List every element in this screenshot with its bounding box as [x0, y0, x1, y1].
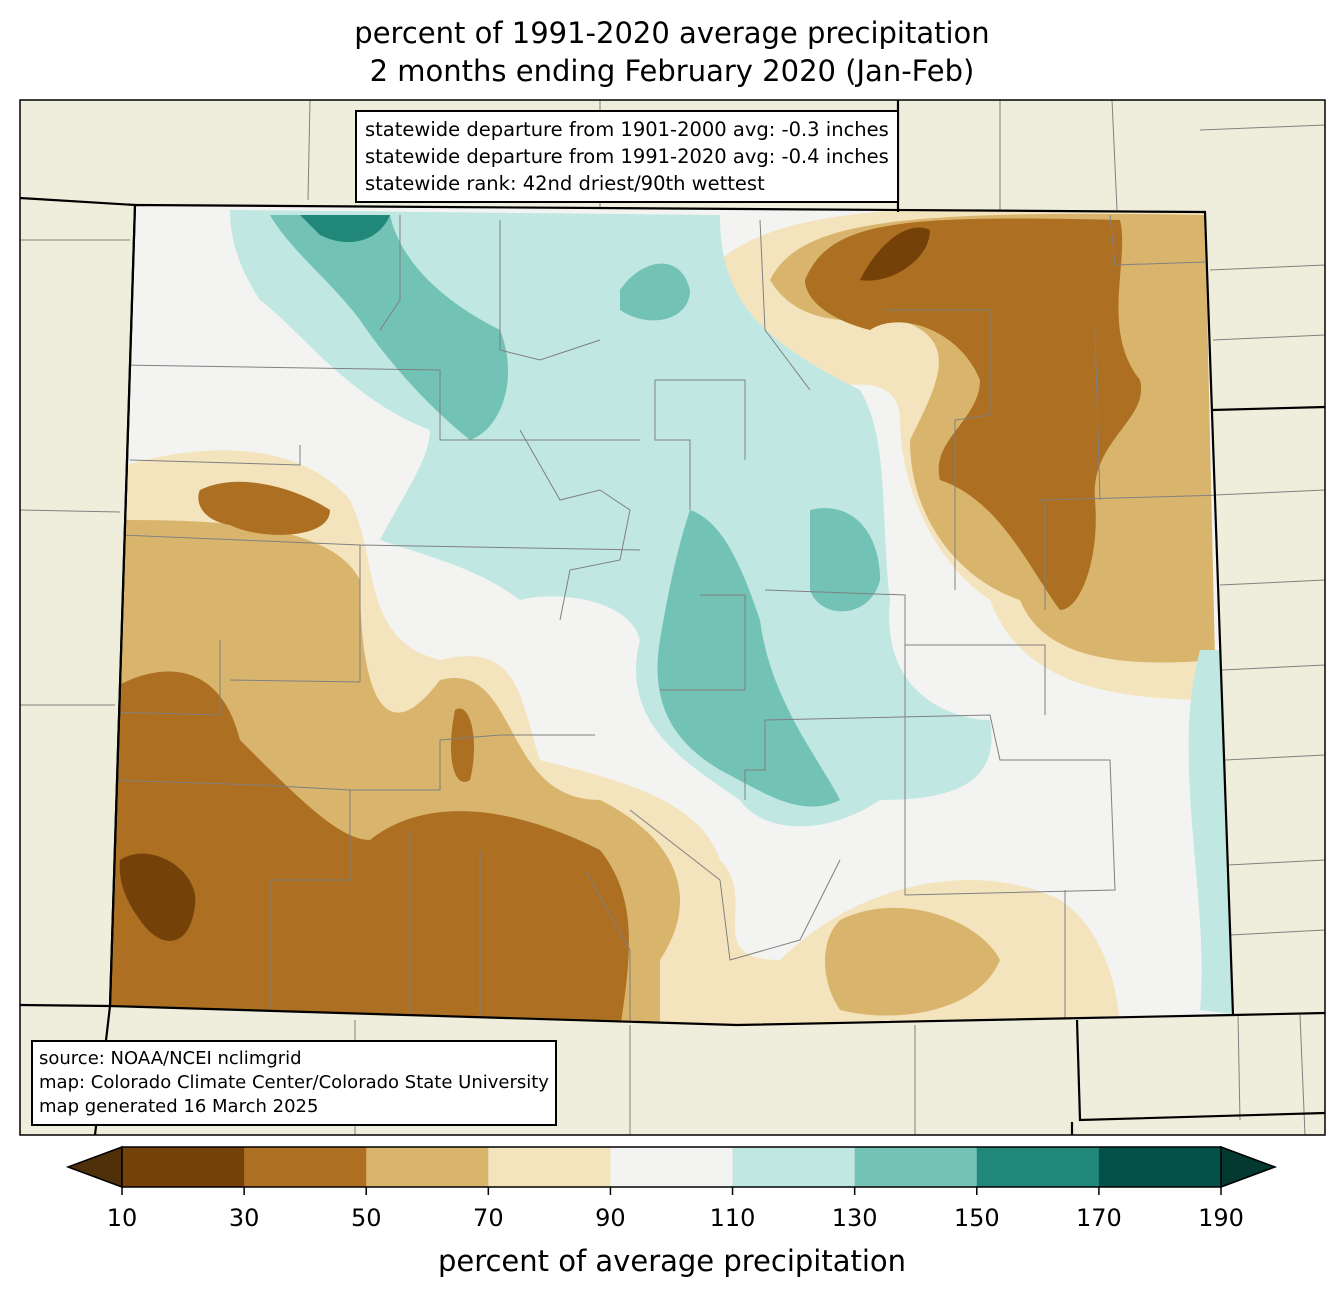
field-30-50-sw	[110, 671, 629, 1025]
field-30-50-ne	[805, 218, 1142, 610]
colorbar-bin	[976, 1147, 1100, 1187]
field-50-70-se	[825, 907, 1000, 1016]
source-box: source: NOAA/NCEI nclimgrid map: Colorad…	[31, 1040, 557, 1126]
colorbar-bin	[610, 1147, 734, 1187]
field-130-150-e	[810, 508, 880, 612]
colorbar-bin	[122, 1147, 245, 1187]
map-title: percent of 1991-2020 average precipitati…	[354, 16, 990, 50]
colorbar-tick-label: 170	[1075, 1204, 1122, 1232]
colorbar-bin	[1098, 1147, 1222, 1187]
colorbar-tick-label: 190	[1198, 1204, 1244, 1232]
colorbar-outline	[121, 1146, 1222, 1188]
statewide-stats-box: statewide departure from 1901-2000 avg: …	[355, 110, 899, 203]
field-10-30-ne	[860, 227, 930, 281]
colorbar-extend-high	[1220, 1145, 1278, 1189]
precip-field	[110, 205, 1233, 1025]
field-150-170	[300, 215, 390, 243]
colorbar-tick-label: 150	[953, 1204, 1000, 1232]
colorbar-bin	[488, 1147, 611, 1187]
field-30-50-w	[198, 481, 330, 535]
map-frame	[19, 99, 1326, 1136]
source-generated: map generated 16 March 2025	[39, 1096, 319, 1117]
stat-departure-1991-2020: statewide departure from 1991-2020 avg: …	[365, 145, 889, 168]
colorbar-bin	[854, 1147, 978, 1187]
colorbar-tick-label: 130	[831, 1204, 878, 1232]
colorbar	[65, 1145, 1278, 1195]
colorbar-tick-label: 110	[709, 1204, 756, 1232]
field-30-50-c	[450, 708, 475, 782]
field-130-150-nc	[620, 263, 690, 321]
colorbar-bin	[366, 1147, 489, 1187]
colorbar-tick-label: 50	[350, 1204, 382, 1232]
map-subtitle: 2 months ending February 2020 (Jan-Feb)	[369, 54, 975, 88]
source-data: source: NOAA/NCEI nclimgrid	[39, 1048, 302, 1069]
colorbar-bin	[732, 1147, 856, 1187]
colorbar-bin	[244, 1147, 367, 1187]
source-map: map: Colorado Climate Center/Colorado St…	[39, 1072, 549, 1093]
field-130-150-n	[270, 215, 509, 440]
colorbar-extend-low	[65, 1145, 123, 1189]
colorbar-tick-label: 10	[106, 1204, 138, 1232]
colorbar-label: percent of average precipitation	[437, 1244, 907, 1278]
stat-rank: statewide rank: 42nd driest/90th wettest	[365, 172, 765, 195]
colorbar-tick-label: 30	[228, 1204, 260, 1232]
county-lines	[110, 214, 1226, 1025]
stat-departure-1901-2000: statewide departure from 1901-2000 avg: …	[365, 118, 889, 141]
field-10-30-sw	[119, 853, 196, 941]
field-130-150-c	[657, 510, 840, 807]
colorbar-tick-label: 90	[595, 1204, 626, 1232]
colorbar-tick-label: 70	[473, 1204, 504, 1232]
